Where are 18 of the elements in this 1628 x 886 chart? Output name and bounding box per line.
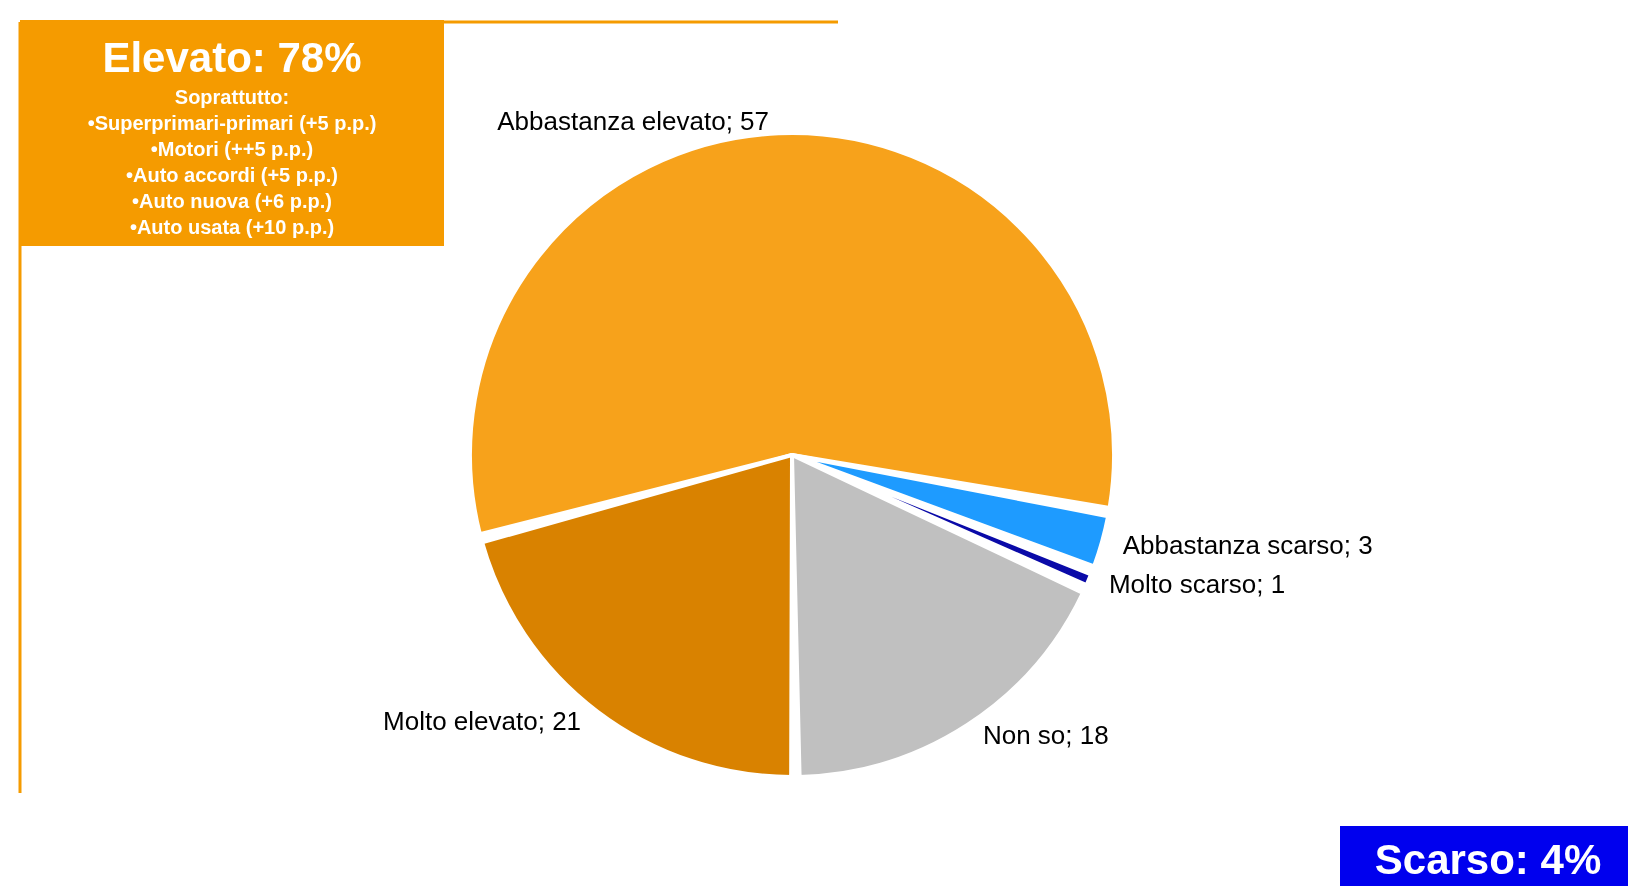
text: •Auto usata (+10 p.p.) bbox=[129, 216, 335, 238]
slice-label: Molto scarso bbox=[1108, 569, 1257, 600]
text: Elevato: 78% bbox=[102, 33, 362, 81]
text: Soprattutto: bbox=[174, 86, 290, 108]
slice-label: Non so bbox=[982, 720, 1066, 751]
data-label: ; 3 bbox=[1343, 529, 1373, 560]
slice-label: Molto elevato bbox=[383, 706, 538, 737]
data-label: ; 21 bbox=[537, 706, 582, 737]
text: •Superprimari-primari (+5 p.p.) bbox=[87, 112, 377, 134]
data-label: ; 1 bbox=[1256, 569, 1286, 600]
text: •Auto accordi (+5 p.p.) bbox=[125, 164, 339, 186]
data-label: ; 57 bbox=[725, 106, 770, 137]
slice-label: Abbastanza scarso bbox=[1122, 529, 1344, 560]
text: •Motori (++5 p.p.) bbox=[150, 138, 314, 160]
data-label: ; 18 bbox=[1065, 720, 1109, 751]
slice-label: Abbastanza elevato bbox=[497, 106, 726, 137]
text: Scarso: 4% bbox=[1374, 835, 1602, 883]
text: •Auto nuova (+6 p.p.) bbox=[132, 190, 332, 212]
